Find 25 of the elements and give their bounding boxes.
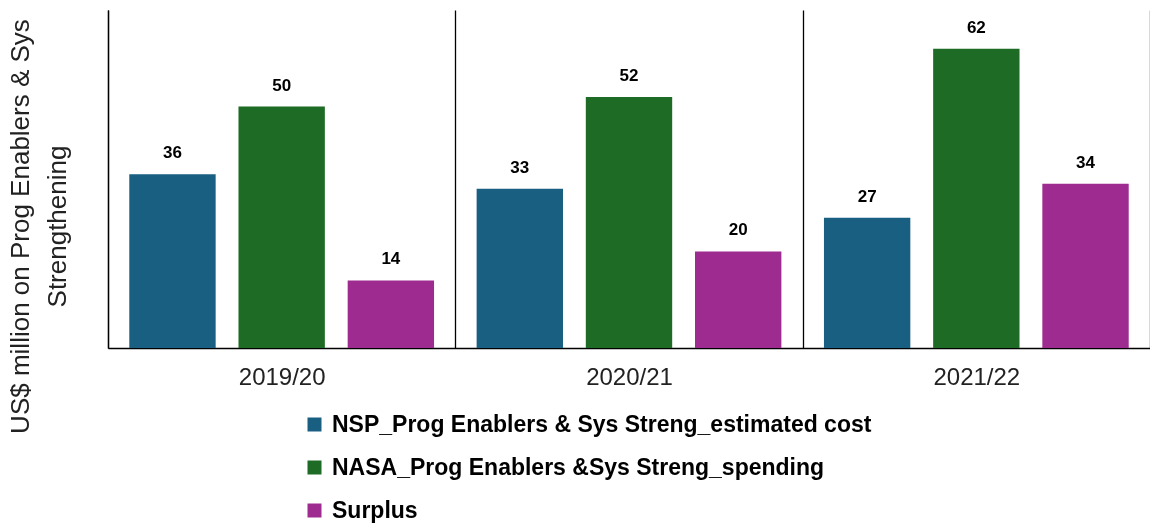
legend-label: Surplus [332,496,418,523]
data-label: 14 [381,249,401,269]
bar [1042,183,1129,348]
bar [476,188,563,348]
bar [347,280,435,348]
bar [585,96,673,348]
data-label: 52 [619,65,639,85]
bar [823,217,911,348]
data-label: 50 [272,75,292,95]
bar [695,251,782,348]
bar [129,174,216,348]
legend-label: NASA_Prog Enablers &Sys Streng_spending [332,453,825,480]
x-tick-label: 2019/20 [238,362,326,390]
y-axis-title: US$ million on Prog Enablers & Sys Strengthening [4,19,72,434]
x-tick-label: 2021/22 [933,362,1021,390]
x-tick-label: 2020/21 [586,362,673,390]
data-label: 33 [510,157,530,177]
legend-label: NSP_Prog Enablers & Sys Streng_estimated cost [332,410,872,437]
data-label: 62 [966,17,986,37]
data-label: 27 [857,186,877,206]
data-label: 34 [1076,152,1096,172]
bar [238,106,325,348]
data-label: 36 [163,143,182,163]
data-label: 20 [728,220,748,240]
bar [933,48,1020,348]
